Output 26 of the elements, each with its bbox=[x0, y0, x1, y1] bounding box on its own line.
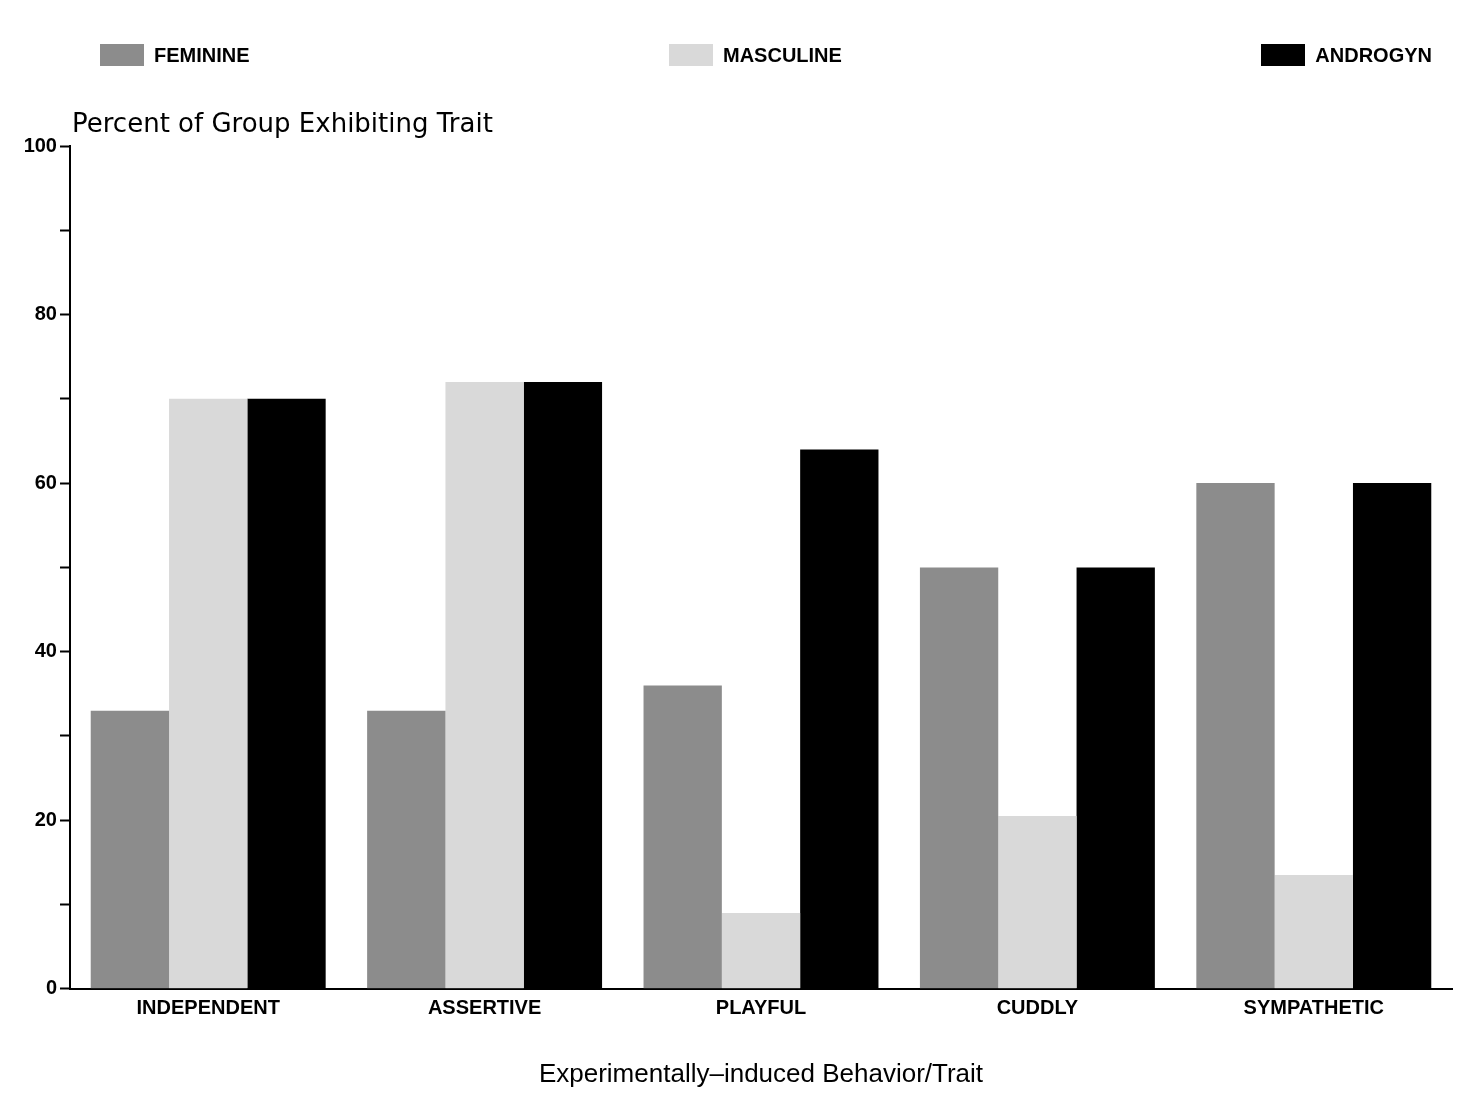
bar bbox=[90, 710, 170, 989]
bar bbox=[367, 710, 446, 989]
y-tick-label: 20 bbox=[34, 807, 57, 830]
x-axis-title: Experimentally–induced Behavior/Trait bbox=[538, 1057, 984, 1088]
y-tick-label: 40 bbox=[34, 639, 57, 662]
y-tick-label: 100 bbox=[23, 133, 57, 156]
x-tick-label: CUDDLY bbox=[996, 996, 1079, 1019]
bar bbox=[1196, 483, 1275, 989]
y-tick-label: 0 bbox=[45, 976, 57, 999]
y-axis-title: Percent of Group Exhibiting Trait bbox=[72, 107, 493, 138]
legend-label: MASCULINE bbox=[723, 43, 842, 67]
bar bbox=[998, 816, 1077, 989]
bar bbox=[919, 567, 999, 989]
bar bbox=[721, 912, 801, 989]
y-tick-label: 60 bbox=[34, 470, 57, 493]
bar bbox=[445, 381, 524, 989]
bar bbox=[169, 398, 248, 989]
x-tick-label: INDEPENDENT bbox=[136, 996, 280, 1019]
x-tick-label: ASSERTIVE bbox=[427, 996, 542, 1019]
bar bbox=[1274, 875, 1353, 989]
y-tick-label: 80 bbox=[34, 302, 57, 325]
bar bbox=[643, 685, 722, 989]
legend-label: FEMININE bbox=[154, 43, 250, 67]
x-tick-label: PLAYFUL bbox=[715, 996, 807, 1019]
legend-label: ANDROGYN bbox=[1315, 43, 1432, 67]
x-tick-label: SYMPATHETIC bbox=[1243, 996, 1384, 1019]
